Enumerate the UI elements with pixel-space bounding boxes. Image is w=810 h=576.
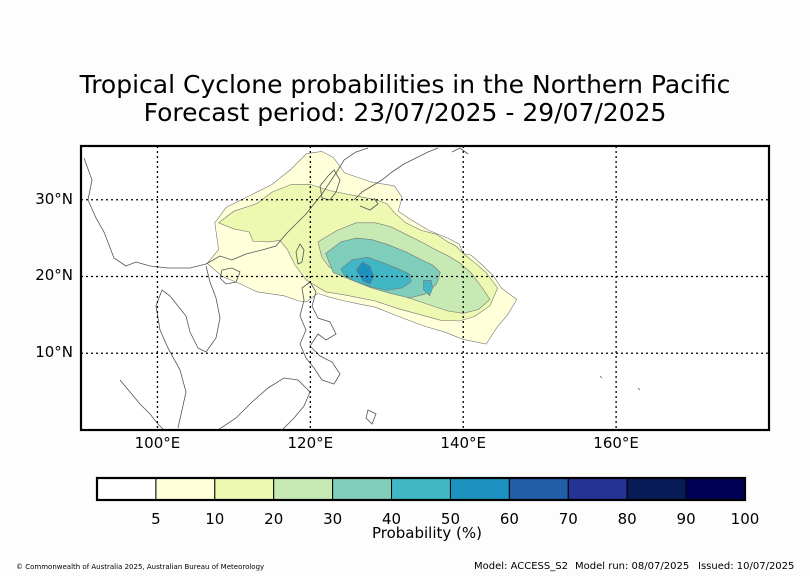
colorbar-tick-30: 30 xyxy=(323,510,343,528)
colorbar-frame xyxy=(95,476,747,502)
model-run-date: Model run: 08/07/2025 xyxy=(575,561,690,572)
lon-label-120: 120°E xyxy=(287,434,334,452)
coastlines xyxy=(83,147,641,430)
copyright-notice: © Commonwealth of Australia 2025, Austra… xyxy=(16,563,265,571)
colorbar-tick-80: 80 xyxy=(617,510,637,528)
probability-contours xyxy=(206,151,518,345)
lon-label-140: 140°E xyxy=(440,434,487,452)
colorbar-swatch-3 xyxy=(273,477,334,501)
contour-40-percent-5 xyxy=(423,280,433,297)
colorbar xyxy=(95,476,747,502)
colorbar-tick-10: 10 xyxy=(205,510,225,528)
lat-label-10: 10°N xyxy=(35,343,73,362)
colorbar-swatch-9 xyxy=(626,477,687,501)
lat-label-20: 20°N xyxy=(35,266,73,285)
colorbar-tick-100: 100 xyxy=(730,510,760,528)
colorbar-tick-20: 20 xyxy=(264,510,284,528)
colorbar-swatch-5 xyxy=(391,477,451,501)
colorbar-swatch-7 xyxy=(508,477,569,501)
contour-40-percent-4 xyxy=(340,256,412,291)
map-title-line-1: Tropical Cyclone probabilities in the No… xyxy=(79,70,731,99)
colorbar-tick-90: 90 xyxy=(676,510,696,528)
lon-label-100: 100°E xyxy=(134,434,181,452)
colorbar-swatch-6 xyxy=(449,477,510,501)
colorbar-swatch-2 xyxy=(214,477,275,501)
contour-50-percent-6 xyxy=(355,261,375,285)
colorbar-tick-60: 60 xyxy=(499,510,519,528)
colorbar-swatch-10 xyxy=(685,477,746,501)
issued-date: Issued: 10/07/2025 xyxy=(698,561,795,572)
lat-label-30: 30°N xyxy=(35,189,73,208)
map-frame xyxy=(79,144,771,432)
colorbar-swatch-1 xyxy=(155,477,216,501)
lon-label-160: 160°E xyxy=(593,434,639,452)
model-name: Model: ACCESS_S2 xyxy=(474,561,568,572)
colorbar-tick-5: 5 xyxy=(151,510,161,528)
colorbar-swatch-8 xyxy=(567,477,628,501)
colorbar-title: Probability (%) xyxy=(371,524,483,542)
map-title-line-2: Forecast period: 23/07/2025 - 29/07/2025 xyxy=(143,98,667,127)
gridlines xyxy=(81,146,769,430)
colorbar-tick-40: 40 xyxy=(381,510,402,528)
colorbar-swatch-4 xyxy=(332,477,393,501)
colorbar-tick-50: 50 xyxy=(440,510,460,528)
colorbar-swatch-0 xyxy=(96,477,157,501)
colorbar-tick-70: 70 xyxy=(558,510,578,528)
